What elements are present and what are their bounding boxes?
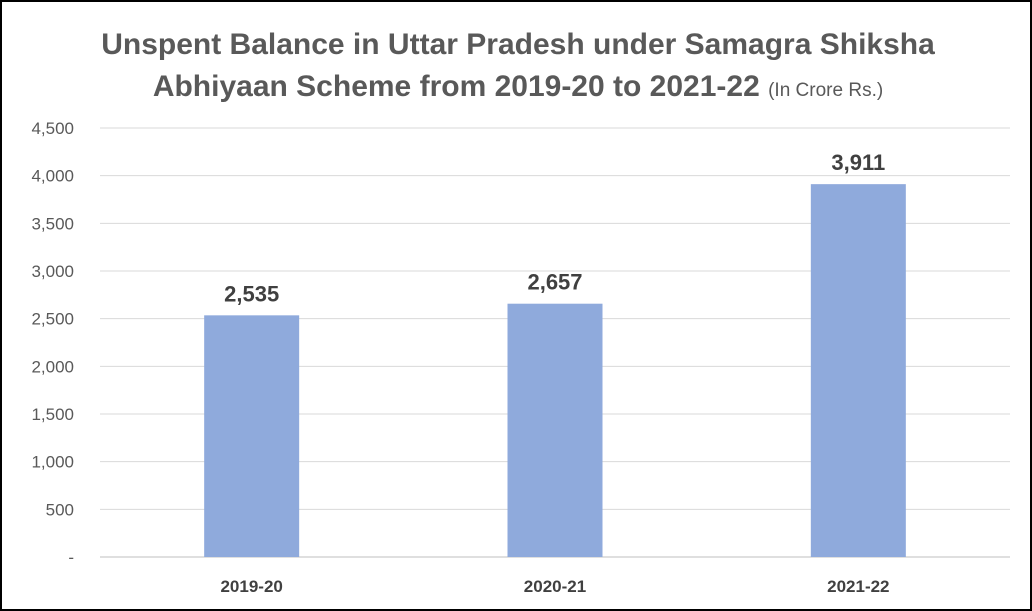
bar: [204, 315, 300, 557]
x-tick-label: 2021-22: [827, 577, 889, 596]
y-tick-label: 1,500: [31, 405, 74, 424]
bars: [204, 184, 906, 557]
y-tick-label: 2,000: [31, 357, 74, 376]
chart-title: Unspent Balance in Uttar Pradesh under S…: [2, 24, 1032, 112]
bar: [507, 303, 603, 557]
bar: [810, 184, 906, 557]
y-tick-label: -: [68, 548, 74, 567]
y-tick-label: 500: [46, 500, 74, 519]
data-label: 2,657: [527, 270, 582, 295]
x-tick-label: 2019-20: [220, 577, 282, 596]
chart-title-line1: Unspent Balance in Uttar Pradesh under S…: [101, 28, 935, 61]
chart-title-line2: Abhiyaan Scheme from 2019-20 to 2021-22: [152, 70, 760, 103]
y-tick-label: 2,500: [31, 310, 74, 329]
data-label: 3,911: [831, 150, 885, 175]
labels: - 500 1,000 1,500 2,000 2,500 3,000 3,500 4,000 4…: [31, 119, 889, 596]
y-tick-label: 4,500: [31, 119, 74, 138]
data-label: 2,535: [224, 281, 279, 306]
y-tick-label: 3,000: [31, 262, 74, 281]
chart-subtitle: (In Crore Rs.): [768, 80, 884, 101]
x-tick-label: 2020-21: [524, 577, 586, 596]
y-tick-label: 1,000: [31, 453, 74, 472]
y-tick-label: 3,500: [31, 214, 74, 233]
y-tick-label: 4,000: [31, 167, 74, 186]
